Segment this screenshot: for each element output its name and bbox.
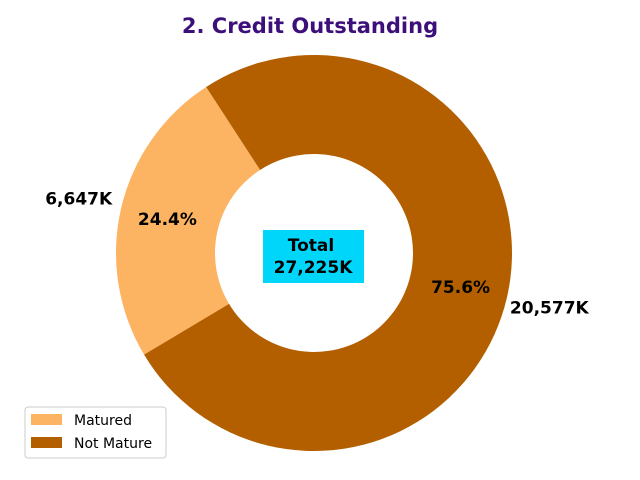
slice-matured: [115, 86, 261, 355]
center-total-box: [263, 230, 364, 283]
value-label-not-mature: 20,577K: [510, 299, 590, 319]
percent-label-not-mature: 75.6%: [431, 278, 490, 298]
percent-label-matured: 24.4%: [138, 210, 197, 230]
chart-title: 2. Credit Outstanding: [182, 14, 438, 38]
legend-label-not-mature: Not Mature: [74, 436, 152, 452]
legend-label-matured: Matured: [74, 413, 132, 429]
value-label-matured: 6,647K: [45, 189, 113, 209]
center-total: Total 27,225K: [263, 230, 364, 283]
center-total-label: Total: [288, 236, 334, 256]
legend-swatch-not-mature: [31, 437, 62, 448]
donut-slices: [115, 55, 512, 451]
legend-swatch-matured: [31, 414, 62, 425]
value-labels: 6,647K 20,577K: [45, 189, 589, 318]
center-total-value: 27,225K: [274, 258, 354, 278]
legend: Matured Not Mature: [24, 406, 167, 459]
percent-labels: 24.4% 75.6%: [138, 210, 490, 298]
slice-not-mature: [144, 55, 512, 451]
